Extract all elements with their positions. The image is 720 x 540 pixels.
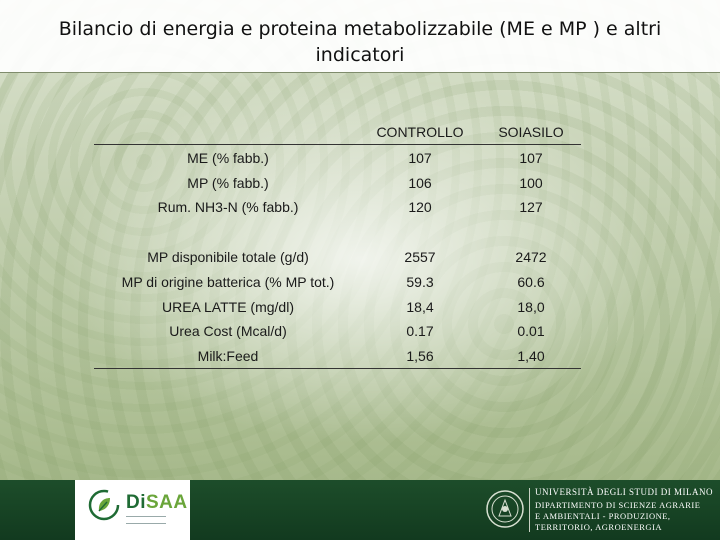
university-text: UNIVERSITÀ DEGLI STUDI DI MILANO DIPARTI… <box>535 487 713 533</box>
row-label: MP di origine batterica (% MP tot.) <box>121 274 335 290</box>
cell-controllo: 120 <box>408 199 432 215</box>
cell-controllo: 0.17 <box>406 323 434 339</box>
department-line: DIPARTIMENTO DI SCIENZE AGRARIE <box>535 500 701 510</box>
cell-soiasilo: 18,0 <box>517 299 545 315</box>
cell-controllo: 107 <box>408 150 432 166</box>
row-label: UREA LATTE (mg/dl) <box>162 299 294 315</box>
row-label: Urea Cost (Mcal/d) <box>169 323 287 339</box>
footer-divider <box>529 488 530 532</box>
table-bottom-rule <box>94 368 581 369</box>
column-header-soiasilo: SOIASILO <box>498 124 564 140</box>
dept-logo-underline <box>126 516 166 524</box>
row-label: Rum. NH3-N (% fabb.) <box>157 199 299 215</box>
row-label: MP (% fabb.) <box>187 175 269 191</box>
slide-title: Bilancio di energia e proteina metaboliz… <box>58 18 662 66</box>
dept-logo-saa: SAA <box>146 492 188 513</box>
slide-header: Bilancio di energia e proteina metaboliz… <box>0 0 720 73</box>
cell-soiasilo: 0.01 <box>517 323 545 339</box>
dept-logo-panel <box>75 480 190 540</box>
row-label: ME (% fabb.) <box>187 150 269 166</box>
cell-controllo: 18,4 <box>406 299 434 315</box>
university-name: UNIVERSITÀ DEGLI STUDI DI MILANO <box>535 487 713 497</box>
leaf-logo-icon <box>88 489 120 521</box>
cell-controllo: 1,56 <box>406 348 434 364</box>
cell-soiasilo: 100 <box>519 175 543 191</box>
cell-soiasilo: 1,40 <box>517 348 545 364</box>
department-line: TERRITORIO, AGROENERGIA <box>535 522 663 532</box>
university-seal-icon <box>486 490 524 528</box>
dept-logo-text: DiSAA <box>126 492 188 514</box>
cell-soiasilo: 107 <box>519 150 543 166</box>
cell-controllo: 59.3 <box>406 274 434 290</box>
cell-controllo: 2557 <box>404 249 436 265</box>
dept-logo-di: Di <box>126 492 146 513</box>
row-label: Milk:Feed <box>197 348 259 364</box>
cell-soiasilo: 127 <box>519 199 543 215</box>
cell-controllo: 106 <box>408 175 432 191</box>
department-line: E AMBIENTALI - PRODUZIONE, <box>535 511 671 521</box>
cell-soiasilo: 2472 <box>515 249 547 265</box>
table-top-rule <box>94 144 581 145</box>
row-label: MP disponibile totale (g/d) <box>147 249 309 265</box>
column-header-controllo: CONTROLLO <box>376 124 464 140</box>
cell-soiasilo: 60.6 <box>517 274 545 290</box>
